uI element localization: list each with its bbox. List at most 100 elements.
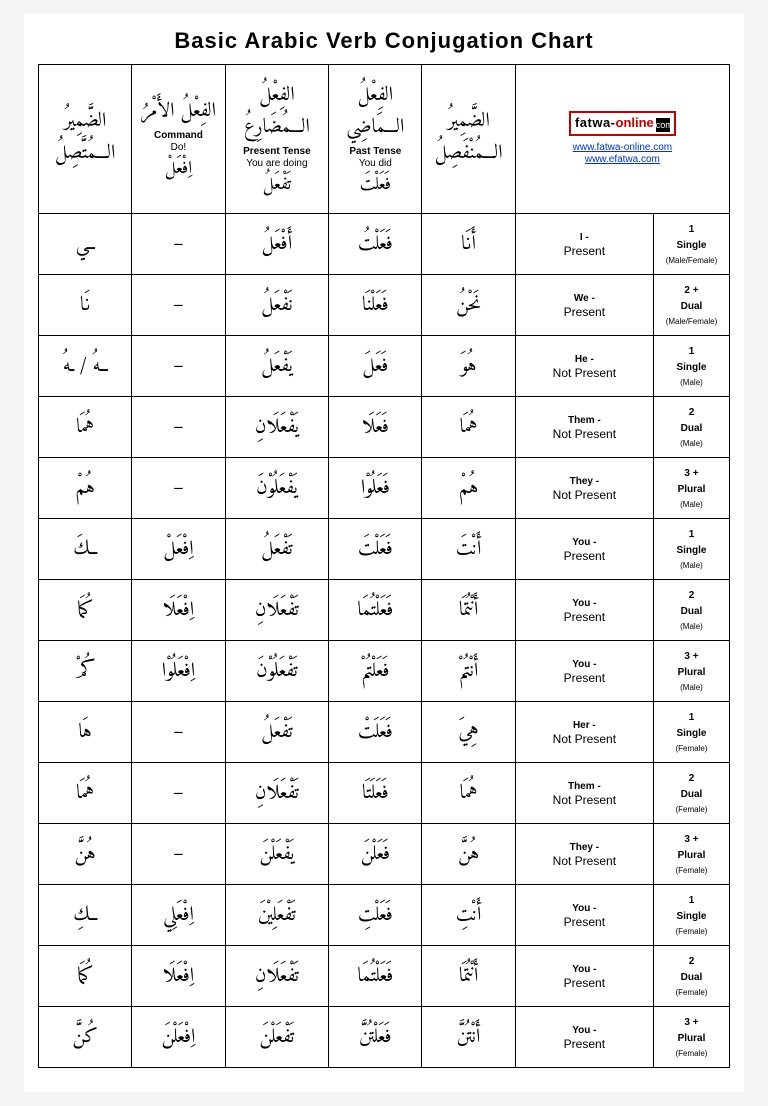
cell-present: يَفْعَلُوْنَ (225, 458, 329, 519)
person-label: Them - (568, 781, 601, 792)
cell-command: اِفْعَلِي (132, 885, 225, 946)
person-label: You - (572, 598, 596, 609)
plurality-label: Dual (681, 301, 703, 312)
cell-person: You -Present (515, 1007, 653, 1068)
plurality-label: Dual (681, 606, 703, 617)
cell-present: يَفْعَلَانِ (225, 397, 329, 458)
presence-label: Present (564, 549, 605, 563)
cell-command: – (132, 397, 225, 458)
presence-label: Present (564, 305, 605, 319)
col-header-detached-pronoun: الضَّمِيرُ الـــمُنْفَصِلُ (422, 65, 515, 214)
cell-number: 2 +Dual(Male/Female) (653, 275, 729, 336)
cell-command: – (132, 763, 225, 824)
cell-attached: ــي (39, 214, 132, 275)
logo: fatwa-onlinecom (569, 111, 676, 136)
cell-number: 3 +Plural(Male) (653, 641, 729, 702)
cell-command: اِفْعَلَا (132, 946, 225, 1007)
cell-attached: هُمَا (39, 397, 132, 458)
table-row: ــكِاِفْعَلِيتَفْعَلِيْنَفَعَلْتِأَنْتِY… (39, 885, 730, 946)
gender-label: (Male) (680, 561, 703, 570)
cell-attached: كُنَّ (39, 1007, 132, 1068)
col-header-attached-pronoun: الضَّمِيرُ الـــمُتَّصِلُ (39, 65, 132, 214)
cell-person: You -Present (515, 885, 653, 946)
person-label: You - (572, 659, 596, 670)
cell-person: He -Not Present (515, 336, 653, 397)
table-row: هَا–تَفْعَلُفَعَلَتْهِيَHer -Not Present… (39, 702, 730, 763)
plurality-label: Dual (681, 789, 703, 800)
table-row: ــهُ / ـهُ–يَفْعَلُفَعَلَهُوَHe -Not Pre… (39, 336, 730, 397)
cell-person: Her -Not Present (515, 702, 653, 763)
gender-label: (Male/Female) (666, 317, 718, 326)
cell-past: فَعَلْنَا (329, 275, 422, 336)
presence-label: Not Present (553, 488, 616, 502)
cell-present: تَفْعَلُ (225, 702, 329, 763)
cell-attached: كُمَا (39, 580, 132, 641)
cell-detached: هِيَ (422, 702, 515, 763)
cell-command: اِفْعَلُوْا (132, 641, 225, 702)
cell-attached: هُمَا (39, 763, 132, 824)
header-arabic: الفِعْلُ الـــمَاضِي (331, 80, 419, 144)
col-header-present: الفِعْلُ الـــمُضَارِعُ Present Tense Yo… (225, 65, 329, 214)
cell-detached: أَنْتُمَا (422, 580, 515, 641)
cell-command: – (132, 336, 225, 397)
plurality-label: Single (676, 911, 706, 922)
cell-person: You -Present (515, 580, 653, 641)
link-efatwa[interactable]: www.efatwa.com (518, 154, 727, 167)
header-arabic: الضَّمِيرُ الـــمُنْفَصِلُ (424, 106, 512, 170)
person-label: Her - (573, 720, 596, 731)
plurality-label: Single (676, 728, 706, 739)
cell-detached: أَنْتِ (422, 885, 515, 946)
presence-label: Present (564, 976, 605, 990)
cell-present: تَفْعَلَانِ (225, 763, 329, 824)
cell-past: فَعَلَا (329, 397, 422, 458)
cell-number: 2Dual(Male) (653, 580, 729, 641)
number-label: 3 + (684, 1017, 698, 1028)
cell-past: فَعَلَتْ (329, 702, 422, 763)
person-label: You - (572, 903, 596, 914)
header-arabic-example: فَعَلْتَ (331, 173, 419, 198)
gender-label: (Female) (675, 1049, 707, 1058)
cell-number: 3 +Plural(Male) (653, 458, 729, 519)
link-fatwa-online[interactable]: www.fatwa-online.com (518, 142, 727, 155)
conjugation-table: الضَّمِيرُ الـــمُتَّصِلُ الفِعْلُ الأَم… (38, 64, 730, 1068)
cell-attached: ــهُ / ـهُ (39, 336, 132, 397)
plurality-label: Single (676, 545, 706, 556)
plurality-label: Plural (678, 850, 706, 861)
cell-attached: كُمَا (39, 946, 132, 1007)
col-header-logo: fatwa-onlinecom www.fatwa-online.com www… (515, 65, 729, 214)
table-row: كُمَااِفْعَلَاتَفْعَلَانِفَعَلْتُمَاأَنْ… (39, 580, 730, 641)
cell-present: يَفْعَلُ (225, 336, 329, 397)
cell-command: – (132, 702, 225, 763)
cell-command: – (132, 275, 225, 336)
cell-attached: هُنَّ (39, 824, 132, 885)
number-label: 2 (689, 773, 695, 784)
logo-dot: com (656, 118, 670, 132)
presence-label: Not Present (553, 366, 616, 380)
number-label: 1 (689, 712, 695, 723)
cell-detached: هُمْ (422, 458, 515, 519)
page: Basic Arabic Verb Conjugation Chart الضَ… (24, 14, 744, 1092)
presence-label: Not Present (553, 427, 616, 441)
table-row: نَا–نَفْعَلُفَعَلْنَانَحْنُWe -Present2 … (39, 275, 730, 336)
cell-detached: أَنْتُنَّ (422, 1007, 515, 1068)
logo-text-1: fatwa- (575, 115, 616, 130)
cell-present: يَفْعَلْنَ (225, 824, 329, 885)
plurality-label: Dual (681, 423, 703, 434)
cell-number: 1Single(Female) (653, 885, 729, 946)
plurality-label: Plural (678, 667, 706, 678)
col-header-command: الفِعْلُ الأَمْرُ Command Do! اِفْعَلْ (132, 65, 225, 214)
presence-label: Not Present (553, 854, 616, 868)
plurality-label: Dual (681, 972, 703, 983)
person-label: You - (572, 1025, 596, 1036)
number-label: 1 (689, 529, 695, 540)
cell-number: 1Single(Male/Female) (653, 214, 729, 275)
table-row: ــي–أَفْعَلُفَعَلْتُأَنَاI -Present1Sing… (39, 214, 730, 275)
cell-number: 1Single(Female) (653, 702, 729, 763)
cell-person: You -Present (515, 946, 653, 1007)
cell-person: They -Not Present (515, 824, 653, 885)
person-label: You - (572, 964, 596, 975)
number-label: 2 (689, 590, 695, 601)
person-label: He - (575, 354, 594, 365)
person-label: Them - (568, 415, 601, 426)
header-arabic: الضَّمِيرُ الـــمُتَّصِلُ (41, 106, 129, 170)
